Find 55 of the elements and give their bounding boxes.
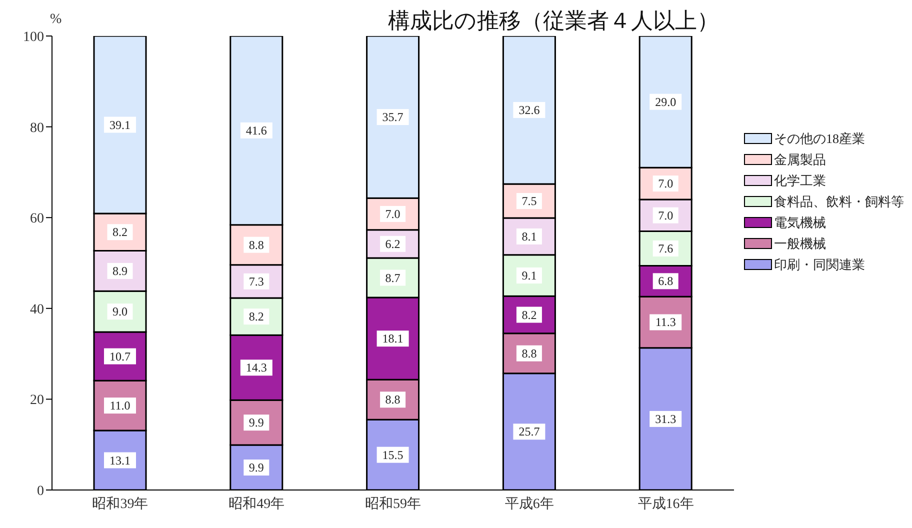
data-label: 7.6	[658, 241, 674, 256]
data-label: 8.2	[248, 310, 264, 324]
data-label: 31.3	[655, 412, 676, 426]
data-label: 13.1	[110, 453, 130, 468]
y-tick-label: 20	[30, 393, 44, 408]
data-label: 14.3	[246, 360, 267, 375]
data-label: 11.3	[655, 315, 676, 330]
data-label: 6.8	[658, 274, 674, 288]
data-label: 6.2	[385, 236, 400, 251]
legend-label: 一般機械	[774, 234, 826, 252]
data-label: 8.8	[385, 392, 400, 407]
data-label: 9.9	[248, 416, 264, 430]
data-label: 25.7	[518, 424, 540, 439]
data-label: 10.7	[110, 349, 130, 364]
data-label: 7.0	[658, 208, 674, 222]
y-tick-label: 100	[23, 30, 44, 45]
data-label: 8.8	[522, 346, 537, 360]
y-tick-label: 0	[37, 484, 44, 499]
legend-label: その他の18産業	[774, 130, 865, 148]
legend-label: 食料品、飲料・飼料等	[774, 192, 904, 210]
data-label: 32.6	[518, 103, 540, 117]
data-label: 15.5	[382, 448, 404, 462]
data-label: 8.9	[112, 264, 128, 278]
data-label: 39.1	[110, 118, 130, 132]
data-label: 9.9	[248, 460, 264, 475]
y-tick-label: 80	[30, 120, 44, 136]
data-label: 7.0	[658, 176, 674, 191]
y-tick-label: 40	[30, 302, 44, 318]
data-label: 9.1	[522, 268, 537, 282]
legend-label: 印刷・同関連業	[774, 256, 865, 274]
data-label: 7.5	[522, 194, 537, 208]
data-label: 41.6	[246, 123, 267, 138]
x-tick-label: 昭和59年	[365, 496, 421, 512]
data-label: 7.3	[248, 274, 264, 288]
y-axis-title: %	[50, 12, 62, 28]
data-label: 35.7	[382, 110, 404, 124]
data-label: 8.7	[385, 270, 400, 285]
legend-label: 電気機械	[774, 214, 826, 232]
chart-title: 構成比の推移（従業者４人以上）	[388, 7, 719, 35]
legend-label: 金属製品	[774, 150, 826, 168]
x-tick-label: 平成6年	[504, 496, 554, 512]
data-label: 29.0	[655, 94, 676, 109]
data-label: 8.8	[248, 238, 264, 252]
data-label: 8.2	[522, 308, 537, 322]
data-label: 7.0	[385, 206, 400, 221]
x-tick-label: 昭和49年	[228, 496, 285, 512]
x-tick-label: 平成16年	[638, 496, 694, 512]
data-label: 9.0	[112, 304, 128, 319]
data-label: 8.2	[112, 225, 128, 240]
data-label: 8.1	[522, 229, 537, 244]
data-label: 11.0	[110, 398, 130, 413]
legend-label: 化学工業	[774, 172, 826, 190]
x-tick-label: 昭和39年	[92, 496, 148, 512]
y-tick-label: 60	[30, 212, 44, 227]
data-label: 18.1	[382, 332, 404, 346]
